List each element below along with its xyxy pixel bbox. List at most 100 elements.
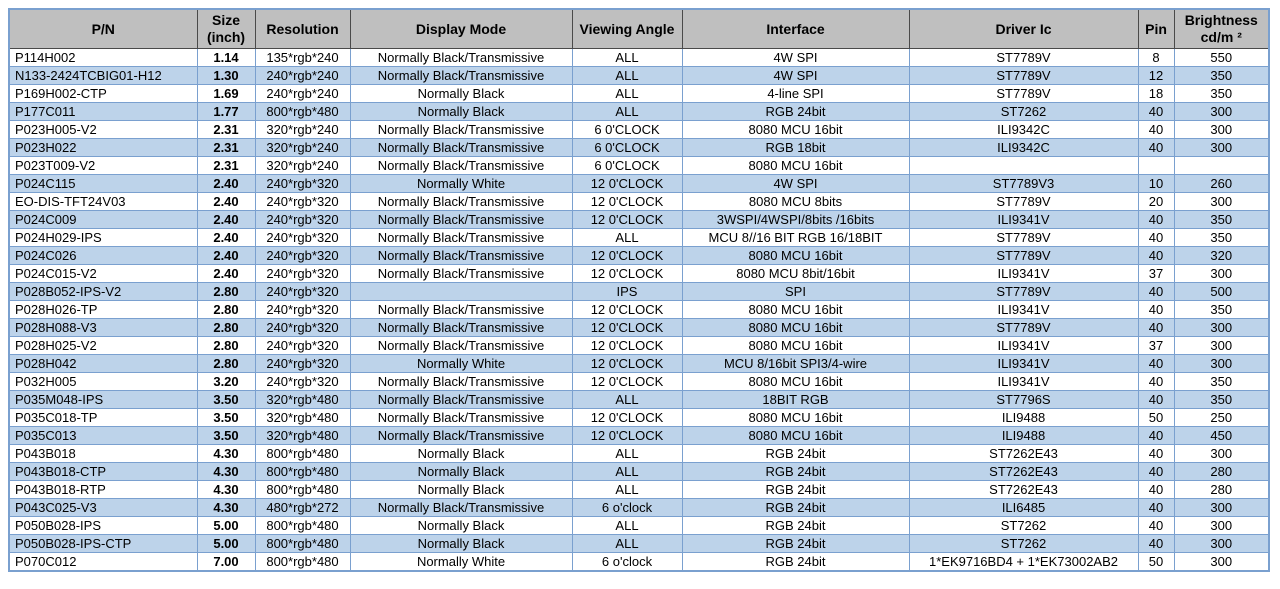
cell-display_mode: Normally Black/Transmissive bbox=[349, 318, 573, 337]
cell-viewing_angle: 6 o'clock bbox=[571, 552, 683, 572]
cell-driver_ic: ST7789V3 bbox=[908, 174, 1139, 193]
cell-viewing_angle: 12 0'CLOCK bbox=[571, 354, 683, 373]
cell-brightness: 300 bbox=[1173, 264, 1270, 283]
cell-size: 2.40 bbox=[196, 210, 256, 229]
cell-viewing_angle: 12 0'CLOCK bbox=[571, 192, 683, 211]
cell-driver_ic: ST7262 bbox=[908, 534, 1139, 553]
cell-viewing_angle: ALL bbox=[571, 462, 683, 481]
cell-pn: P028H088-V3 bbox=[8, 318, 198, 337]
cell-resolution: 240*rgb*320 bbox=[254, 264, 351, 283]
cell-viewing_angle: ALL bbox=[571, 48, 683, 67]
cell-pn: P024C009 bbox=[8, 210, 198, 229]
cell-viewing_angle: ALL bbox=[571, 480, 683, 499]
cell-viewing_angle: 6 0'CLOCK bbox=[571, 156, 683, 175]
cell-display_mode: Normally Black bbox=[349, 534, 573, 553]
table-row: P028H042 2.80 240*rgb*320 Normally White 12 … bbox=[8, 354, 1270, 373]
table-row: P035M048-IPS 3.50 320*rgb*480 Normally Blac… bbox=[8, 390, 1270, 409]
cell-resolution: 135*rgb*240 bbox=[254, 48, 351, 67]
cell-interface: 4W SPI bbox=[681, 66, 910, 85]
cell-pn: P035C013 bbox=[8, 426, 198, 445]
table-row: P024C009 2.40 240*rgb*320 Normally Black/Tr… bbox=[8, 210, 1270, 229]
header-cell-interface: Interface bbox=[681, 8, 910, 49]
display-spec-table: P/N Size (inch) Resolution Display Mode View… bbox=[8, 8, 1270, 572]
cell-display_mode: Normally Black/Transmissive bbox=[349, 228, 573, 247]
cell-interface: 8080 MCU 8bit/16bit bbox=[681, 264, 910, 283]
cell-pn: P024C015-V2 bbox=[8, 264, 198, 283]
cell-pin: 40 bbox=[1137, 282, 1175, 301]
cell-size: 4.30 bbox=[196, 498, 256, 517]
table-row: P070C012 7.00 800*rgb*480 Normally White 6 o… bbox=[8, 552, 1270, 572]
table-row: P032H005 3.20 240*rgb*320 Normally Black/Tr… bbox=[8, 372, 1270, 391]
cell-viewing_angle: ALL bbox=[571, 444, 683, 463]
table-row: P024C115 2.40 240*rgb*320 Normally White 12 … bbox=[8, 174, 1270, 193]
cell-pin: 40 bbox=[1137, 228, 1175, 247]
cell-pn: P043B018 bbox=[8, 444, 198, 463]
cell-interface: RGB 18bit bbox=[681, 138, 910, 157]
header-cell-display_mode: Display Mode bbox=[349, 8, 573, 49]
cell-brightness: 300 bbox=[1173, 138, 1270, 157]
cell-interface: 8080 MCU 16bit bbox=[681, 318, 910, 337]
cell-resolution: 800*rgb*480 bbox=[254, 516, 351, 535]
cell-driver_ic: ILI9341V bbox=[908, 210, 1139, 229]
cell-interface: 8080 MCU 16bit bbox=[681, 336, 910, 355]
cell-viewing_angle: 12 0'CLOCK bbox=[571, 372, 683, 391]
cell-pin: 40 bbox=[1137, 534, 1175, 553]
cell-resolution: 240*rgb*240 bbox=[254, 84, 351, 103]
cell-viewing_angle: ALL bbox=[571, 228, 683, 247]
cell-pn: P023H022 bbox=[8, 138, 198, 157]
cell-resolution: 320*rgb*480 bbox=[254, 426, 351, 445]
cell-driver_ic: ST7262E43 bbox=[908, 462, 1139, 481]
table-row: P024H029-IPS 2.40 240*rgb*320 Normally Blac… bbox=[8, 228, 1270, 247]
cell-brightness: 350 bbox=[1173, 66, 1270, 85]
cell-size: 2.31 bbox=[196, 156, 256, 175]
cell-pin: 40 bbox=[1137, 102, 1175, 121]
cell-brightness: 350 bbox=[1173, 372, 1270, 391]
cell-display_mode: Normally Black/Transmissive bbox=[349, 120, 573, 139]
cell-brightness: 300 bbox=[1173, 552, 1270, 572]
header-cell-driver_ic: Driver Ic bbox=[908, 8, 1139, 49]
cell-pn: P032H005 bbox=[8, 372, 198, 391]
cell-size: 1.77 bbox=[196, 102, 256, 121]
cell-interface: 4-line SPI bbox=[681, 84, 910, 103]
table-row: P035C018-TP 3.50 320*rgb*480 Normally Black… bbox=[8, 408, 1270, 427]
cell-display_mode: Normally Black/Transmissive bbox=[349, 192, 573, 211]
cell-interface: 4W SPI bbox=[681, 174, 910, 193]
cell-size: 2.40 bbox=[196, 246, 256, 265]
cell-pin: 50 bbox=[1137, 408, 1175, 427]
cell-resolution: 800*rgb*480 bbox=[254, 534, 351, 553]
cell-brightness: 280 bbox=[1173, 480, 1270, 499]
cell-pin: 40 bbox=[1137, 390, 1175, 409]
table-row: P050B028-IPS-CTP 5.00 800*rgb*480 Normally … bbox=[8, 534, 1270, 553]
cell-brightness: 300 bbox=[1173, 354, 1270, 373]
cell-display_mode: Normally Black bbox=[349, 462, 573, 481]
table-row: P050B028-IPS 5.00 800*rgb*480 Normally Blac… bbox=[8, 516, 1270, 535]
table-row: P023T009-V2 2.31 320*rgb*240 Normally Black… bbox=[8, 156, 1270, 175]
cell-interface: SPI bbox=[681, 282, 910, 301]
cell-size: 5.00 bbox=[196, 516, 256, 535]
cell-driver_ic: ILI9342C bbox=[908, 120, 1139, 139]
cell-viewing_angle: 12 0'CLOCK bbox=[571, 174, 683, 193]
cell-brightness: 300 bbox=[1173, 498, 1270, 517]
cell-resolution: 800*rgb*480 bbox=[254, 462, 351, 481]
cell-brightness: 300 bbox=[1173, 318, 1270, 337]
table-row: P177C011 1.77 800*rgb*480 Normally Black ALL… bbox=[8, 102, 1270, 121]
cell-resolution: 320*rgb*240 bbox=[254, 138, 351, 157]
cell-interface: 4W SPI bbox=[681, 48, 910, 67]
cell-driver_ic: ILI9342C bbox=[908, 138, 1139, 157]
cell-resolution: 800*rgb*480 bbox=[254, 480, 351, 499]
cell-driver_ic: ILI9488 bbox=[908, 408, 1139, 427]
cell-size: 2.80 bbox=[196, 354, 256, 373]
cell-driver_ic: ILI9341V bbox=[908, 354, 1139, 373]
cell-size: 2.40 bbox=[196, 192, 256, 211]
header-cell-pn: P/N bbox=[8, 8, 198, 49]
cell-driver_ic: ST7789V bbox=[908, 192, 1139, 211]
header-cell-size: Size (inch) bbox=[196, 8, 256, 49]
cell-size: 1.14 bbox=[196, 48, 256, 67]
cell-pn: P024C026 bbox=[8, 246, 198, 265]
cell-size: 3.50 bbox=[196, 390, 256, 409]
cell-pin: 40 bbox=[1137, 480, 1175, 499]
cell-resolution: 800*rgb*480 bbox=[254, 102, 351, 121]
cell-brightness: 260 bbox=[1173, 174, 1270, 193]
spec-table-container: P/N Size (inch) Resolution Display Mode View… bbox=[8, 8, 1270, 572]
cell-pn: P043B018-CTP bbox=[8, 462, 198, 481]
